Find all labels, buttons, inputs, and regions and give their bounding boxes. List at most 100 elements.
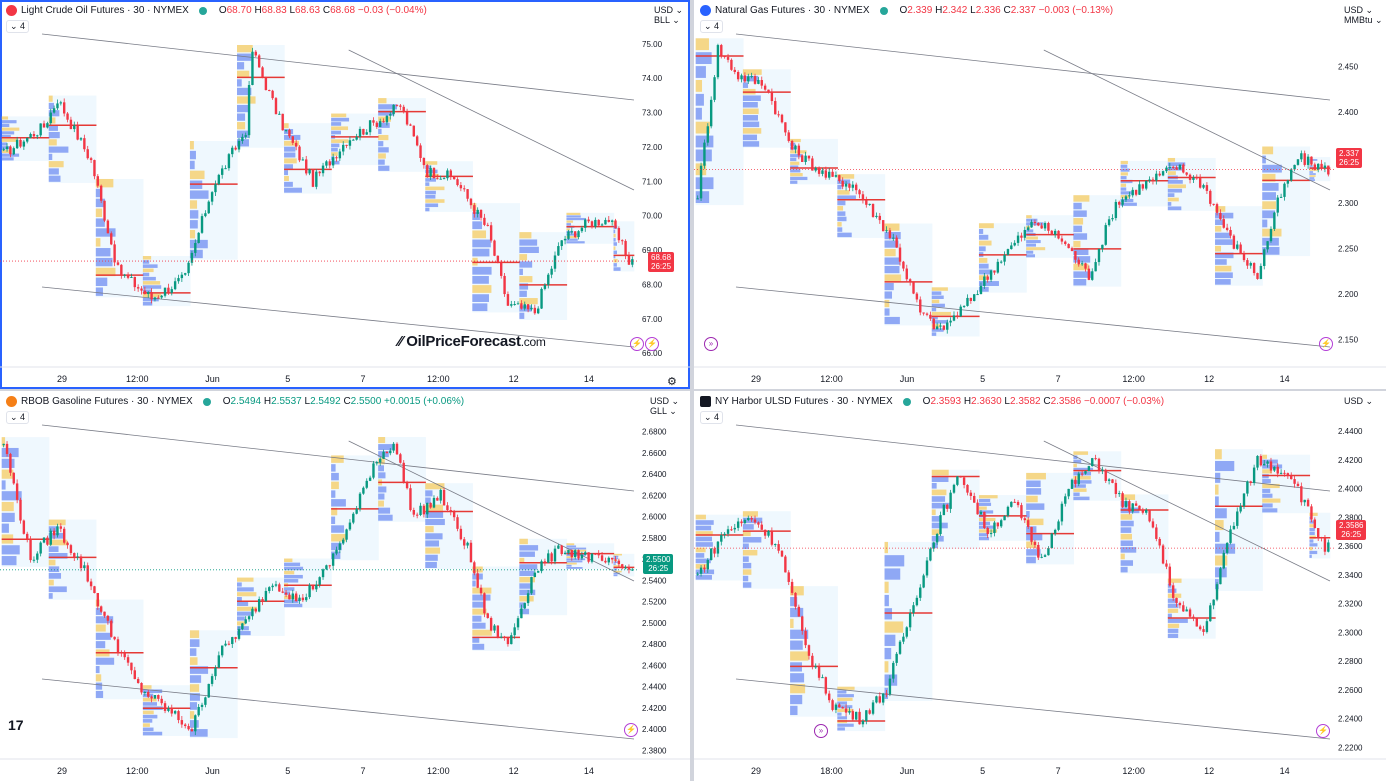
volume-profile-bar [837, 697, 853, 701]
symbol-title[interactable]: Light Crude Oil Futures · 30 · NYMEX [21, 5, 189, 16]
candle-body [150, 696, 153, 699]
tradingview-logo[interactable]: 17 [8, 717, 24, 733]
volume-profile-bar [1, 437, 6, 447]
candle-body [563, 238, 567, 241]
chart-pane-ulsd[interactable]: 2.4400 2.4200 2.4000 2.3800 2.3600 2.3400 2.32… [694, 391, 1386, 781]
candle-body [52, 530, 56, 536]
candle-body [62, 102, 66, 114]
currency-unit[interactable]: USD ⌄ MMBtu ⌄ [1344, 5, 1383, 25]
candle-body [26, 533, 29, 540]
chart-pane-rbob[interactable]: 2.68002.66002.64002.62002.60002.58002.56… [0, 391, 690, 781]
candle-body [1047, 222, 1050, 231]
volume-profile-bar [95, 267, 116, 277]
candle-body [939, 515, 942, 535]
x-tick-label: 12:00 [820, 374, 843, 384]
candle-body [190, 729, 194, 732]
chart-svg-rbob[interactable]: 2.68002.66002.64002.62002.60002.58002.56… [0, 391, 690, 781]
y-tick-label: 2.4600 [642, 661, 667, 670]
candle-body [133, 670, 136, 680]
candle-body [1141, 184, 1145, 189]
volume-profile-bar [742, 69, 762, 75]
volume-profile-bar [1215, 259, 1227, 265]
volume-profile-bar [1120, 183, 1127, 187]
lightning-alert-icon[interactable]: ⚡ [1316, 724, 1330, 738]
volume-profile-bar [1, 469, 14, 479]
bolt-icon[interactable]: ⚡ [630, 337, 644, 351]
candle-body [1020, 505, 1023, 519]
symbol-title[interactable]: RBOB Gasoline Futures · 30 · NYMEX [21, 396, 193, 407]
y-tick-label: 2.4400 [642, 683, 667, 692]
candle-body [1316, 163, 1320, 170]
candle-body [553, 548, 557, 562]
volume-profile-bar [1120, 168, 1130, 172]
candle-body [257, 599, 261, 612]
candle-body [763, 529, 767, 536]
candle-body [780, 114, 784, 123]
candle-body [1256, 455, 1259, 468]
candle-body [46, 123, 49, 128]
volume-profile-bar [1073, 480, 1092, 484]
candle-body [301, 597, 305, 601]
volume-profile-bar [978, 269, 993, 275]
volume-profile-bar [837, 195, 856, 200]
symbol-title[interactable]: NY Harbor ULSD Futures · 30 · NYMEX [715, 396, 893, 407]
volume-profile-bar [472, 294, 489, 302]
volume-profile-bar [1073, 225, 1083, 233]
indicator-collapse-button[interactable]: ⌄ 4 [6, 20, 30, 33]
volume-profile-bar [519, 551, 535, 557]
chart-pane-natgas[interactable]: 2.4502.4002.3502.3002.2502.2002.1502912:… [694, 0, 1386, 389]
volume-profile-bar [1120, 198, 1134, 203]
candle-body [73, 125, 76, 130]
volume-profile-bar [237, 62, 245, 70]
currency-unit[interactable]: USD ⌄ GLL ⌄ [650, 396, 680, 416]
volume-profile-bar [790, 640, 803, 650]
replay-icon[interactable]: » [814, 724, 828, 738]
volume-profile-bar [1026, 488, 1042, 495]
indicator-collapse-button[interactable]: ⌄ 4 [700, 411, 724, 424]
candle-body [1161, 171, 1165, 176]
chart-svg-ulsd[interactable]: 2.4400 2.4200 2.4000 2.3800 2.3600 2.3400 2.32… [694, 391, 1386, 781]
candle-body [365, 480, 368, 488]
volume-profile-bar [1262, 503, 1273, 508]
lightning-alert-icon[interactable]: ⚡ [624, 723, 638, 737]
volume-profile-bar [1309, 165, 1313, 167]
chart-svg-crude[interactable]: 75.00 74.00 73.00 72.00 71.00 70.00 69.00 68.00… [0, 0, 690, 389]
volume-profile-bar [519, 596, 534, 602]
currency-unit[interactable]: USD ⌄ BLL ⌄ [654, 5, 684, 25]
indicator-collapse-button[interactable]: ⌄ 4 [6, 411, 30, 424]
volume-profile-bar [1120, 176, 1127, 180]
chart-pane-crude[interactable]: 75.00 74.00 73.00 72.00 71.00 70.00 69.00 68.00… [0, 0, 690, 389]
candle-body [811, 655, 814, 667]
chart-svg-natgas[interactable]: 2.4502.4002.3502.3002.2502.2002.1502912:… [694, 0, 1386, 389]
volume-profile-bar [189, 666, 209, 674]
y-tick-label: 67.00 [642, 315, 663, 324]
lightning-alert-icon[interactable]: ⚡ [1319, 337, 1333, 351]
x-tick-label: 29 [751, 374, 761, 384]
volume-profile-bar [1073, 496, 1090, 501]
candle-body [1296, 483, 1300, 487]
candle-body [1202, 629, 1205, 632]
candle-body [197, 232, 200, 243]
indicator-collapse-button[interactable]: ⌄ 4 [700, 20, 724, 33]
volume-profile-bar [790, 176, 808, 181]
candle-body [770, 92, 774, 102]
candle-body [1212, 203, 1215, 205]
symbol-title[interactable]: Natural Gas Futures · 30 · NYMEX [715, 5, 870, 16]
candle-body [577, 550, 580, 559]
volume-profile-bar [519, 276, 533, 283]
candle-body [1266, 241, 1269, 250]
candle-body [184, 724, 187, 727]
candle-body [281, 113, 284, 131]
settings-gear-icon[interactable]: ⚙ [667, 376, 677, 388]
currency-unit[interactable]: USD ⌄ [1344, 396, 1374, 406]
candle-body [338, 151, 342, 159]
candle-body [382, 451, 385, 459]
candle-body [831, 171, 834, 177]
lightning-alert-icon[interactable]: ⚡ [645, 337, 659, 351]
trend-line [735, 424, 1331, 492]
volume-profile-bar [95, 208, 103, 217]
replay-icon[interactable]: » [704, 337, 718, 351]
candle-body [1300, 486, 1303, 503]
candle-body [942, 504, 946, 516]
volume-profile-bar [1, 157, 14, 161]
